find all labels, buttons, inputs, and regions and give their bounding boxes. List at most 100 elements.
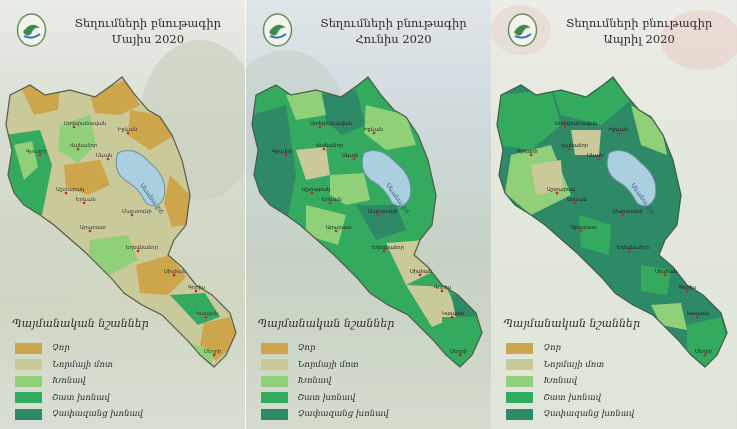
city-labels: Ստեփանավան Գյումրի Վանաձոր Իջևան Սևան Աշ… [26, 121, 221, 357]
city-label: Ստեփանավան [555, 121, 597, 127]
legend: Չոր Նորմայի մոտ Խոնավ Շատ խոնավ Չափազանց… [15, 340, 143, 423]
city-label: Մարտունի [613, 209, 643, 215]
city-label: Կապան [687, 311, 709, 317]
legend-label: Խոնավ [297, 376, 332, 387]
legend-item-very-humid: Շատ խոնավ [15, 390, 143, 407]
legend-label: Շատ խոնավ [543, 392, 601, 403]
legend-swatch [260, 375, 288, 387]
legend-label: Շատ խոնավ [297, 392, 356, 403]
city-label: Երևան [322, 197, 342, 203]
city-label: Վանաձոր [316, 143, 343, 149]
legend-label: Չափազանց խոնավ [52, 409, 143, 420]
city-label: Կապան [442, 311, 464, 317]
legend-item-dry: Չոր [15, 340, 143, 357]
legend: Չոր Նորմայի մոտ Խոնավ Շատ խոնավ Չափազանց… [260, 340, 389, 423]
legend-item-extremely-humid: Չափազանց խոնավ [506, 406, 634, 423]
city-label: Իջևան [364, 127, 383, 133]
legend-label: Չափազանց խոնավ [297, 409, 389, 420]
city-label: Արարատ [326, 225, 352, 231]
city-label: Սևան [96, 153, 112, 159]
legend-swatch [260, 392, 288, 404]
country-border [5, 76, 237, 368]
panel-june: Տեղումների բնութագիր Հունիս 2020 [245, 0, 492, 429]
legend-item-dry: Չոր [260, 340, 389, 357]
legend-label: Շատ խոնավ [52, 392, 110, 403]
armenia-precipitation-map: Սևանա լիճ Ստեփանավան Գյումրի Վանաձոր Իջև… [5, 76, 237, 368]
legend-item-extremely-humid: Չափազանց խոնավ [15, 406, 143, 423]
legend-title: Պայմանական նշաններ [257, 317, 395, 330]
city-label: Աշտարակ [302, 187, 330, 193]
city-label: Գյումրի [26, 149, 47, 155]
legend-item-very-humid: Շատ խոնավ [506, 390, 634, 407]
city-label: Վանաձոր [70, 143, 97, 149]
legend-swatch [15, 375, 42, 387]
panel-may: Տեղումների բնութագիր Մայիս 2020 [0, 0, 246, 429]
legend-swatch [506, 392, 534, 404]
city-label: Գյումրի [517, 149, 538, 155]
city-label: Երևան [76, 197, 96, 203]
city-label: Երևան [567, 197, 587, 203]
city-labels: Ստեփանավան Գյումրի Վանաձոր Իջևան Սևան Աշ… [272, 121, 467, 357]
legend-item-dry: Չոր [506, 340, 634, 357]
city-label: Գորիս [679, 285, 696, 291]
city-label: Արարատ [571, 225, 597, 231]
legend-swatch [15, 342, 42, 354]
legend-label: Չոր [52, 343, 70, 354]
city-label: Եղեգնաձոր [126, 245, 158, 251]
city-label: Իջևան [609, 127, 628, 133]
legend: Չոր Նորմայի մոտ Խոնավ Շատ խոնավ Չափազանց… [506, 340, 634, 423]
legend-swatch [260, 408, 288, 420]
legend-label: Չոր [297, 343, 316, 354]
armenia-precipitation-map: Սևանա լիճ Ստեփանավան Գյումրի Վանաձոր Իջև… [496, 76, 728, 368]
lake-sevan [607, 150, 657, 207]
city-label: Արարատ [80, 225, 106, 231]
legend-title: Պայմանական նշաններ [503, 317, 641, 330]
city-label: Ստեփանավան [310, 121, 352, 127]
logo-emblem-icon [16, 13, 47, 47]
legend-item-near-normal: Նորմայի մոտ [260, 357, 389, 374]
city-label: Աշտարակ [56, 187, 84, 193]
city-label: Սիսիան [655, 269, 677, 275]
city-label: Մեղրի [204, 349, 221, 355]
city-label: Մեղրի [450, 349, 467, 355]
map-title: Տեղումների բնութագիր Ապրիլ 2020 [549, 15, 729, 47]
armenia-precipitation-map: Սևանա լիճ Ստեփանավան Գյումրի Վանաձոր Իջև… [251, 76, 483, 368]
legend-label: Նորմայի մոտ [543, 359, 605, 370]
city-label: Գորիս [434, 285, 451, 291]
country-border [251, 76, 483, 368]
legend-label: Խոնավ [543, 376, 577, 387]
lake-sevan [115, 150, 166, 207]
city-labels: Ստեփանավան Գյումրի Վանաձոր Իջևան Սևան Աշ… [517, 121, 713, 357]
lake-sevan [361, 150, 411, 207]
city-label: Աշտարակ [547, 187, 575, 193]
legend-swatch [506, 342, 534, 354]
city-label: Սիսիան [164, 269, 186, 275]
legend-swatch [506, 408, 534, 420]
legend-title: Պայմանական նշաններ [12, 317, 149, 330]
city-label: Գյումրի [272, 149, 293, 155]
panel-april: Տեղումների բնութագիր Ապրիլ 2020 [491, 0, 737, 429]
legend-swatch [15, 408, 42, 420]
legend-label: Նորմայի մոտ [297, 359, 359, 370]
legend-label: Նորմայի մոտ [52, 359, 113, 370]
legend-item-very-humid: Շատ խոնավ [260, 390, 389, 407]
city-label: Եղեգնաձոր [617, 245, 649, 251]
city-label: Ստեփանավան [64, 121, 106, 127]
legend-label: Խոնավ [52, 376, 86, 387]
title-line: Տեղումների բնութագիր [565, 16, 713, 30]
city-label: Մարտունի [122, 209, 152, 215]
legend-item-humid: Խոնավ [15, 373, 143, 390]
city-label: Եղեգնաձոր [372, 245, 404, 251]
city-label: Գորիս [188, 285, 205, 291]
city-label: Սևան [587, 153, 603, 159]
title-period: Մայիս 2020 [111, 32, 185, 46]
legend-item-extremely-humid: Չափազանց խոնավ [260, 406, 389, 423]
legend-item-humid: Խոնավ [506, 373, 634, 390]
country-border [496, 76, 728, 368]
legend-swatch [506, 359, 534, 371]
legend-swatch [260, 342, 288, 354]
legend-label: Չոր [543, 343, 562, 354]
city-label: Կապան [196, 311, 218, 317]
city-label: Սիսիան [410, 269, 432, 275]
